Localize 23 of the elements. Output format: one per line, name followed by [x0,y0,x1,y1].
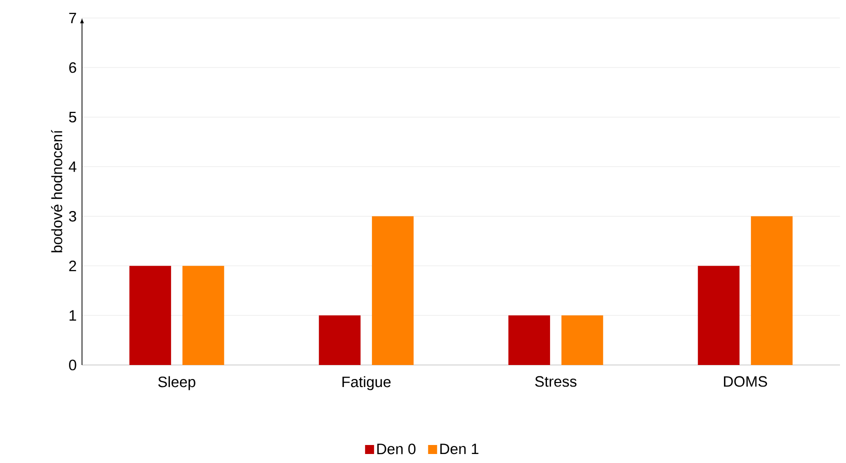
y-tick-label: 5 [69,112,76,122]
x-tick-label: Stress [535,376,576,387]
y-tick-label: 4 [68,162,76,172]
y-tick-label: 7 [69,12,76,24]
x-tick-label: Sleep [158,376,196,390]
bar [561,315,604,365]
legend-label: Den 1 [440,444,478,454]
bar [182,266,224,365]
legend-label: Den 0 [377,444,416,454]
y-tick-label: 0 [69,360,76,370]
bar [750,216,793,365]
y-tick-label: 1 [70,310,76,321]
bar [372,216,414,365]
x-tick-label: DOMS [724,376,768,387]
bar [508,315,550,365]
y-tick-label: 2 [69,260,76,272]
y-tick-label: 3 [69,210,76,222]
bar [129,266,172,365]
y-axis-title: bodové hodnocení [51,130,62,252]
x-tick-label: Fatigue [342,376,391,390]
y-tick-label: 6 [69,62,76,73]
bar [698,266,740,365]
bar [318,315,361,365]
